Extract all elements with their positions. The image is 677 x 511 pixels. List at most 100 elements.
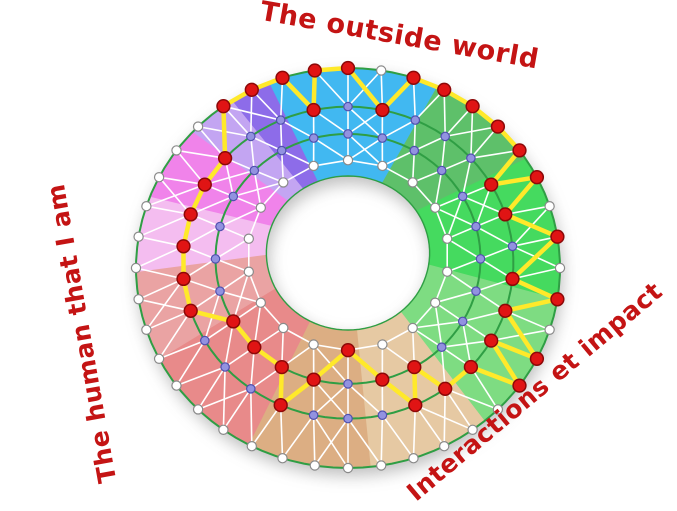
node[interactable] [376, 460, 387, 471]
node[interactable] [436, 165, 447, 176]
node[interactable] [544, 324, 555, 335]
node[interactable] [471, 221, 481, 232]
node[interactable] [246, 131, 256, 142]
node[interactable] [409, 145, 420, 156]
node[interactable] [255, 297, 266, 308]
node[interactable] [200, 335, 210, 346]
node[interactable] [141, 324, 152, 335]
node[interactable] [308, 133, 319, 143]
path-node[interactable] [498, 303, 513, 318]
node[interactable] [228, 191, 239, 202]
node[interactable] [475, 254, 486, 264]
path-node[interactable] [275, 70, 290, 85]
node[interactable] [376, 65, 387, 76]
node[interactable] [130, 262, 142, 274]
node[interactable] [308, 339, 319, 350]
node[interactable] [407, 177, 418, 188]
node[interactable] [215, 221, 225, 232]
path-node[interactable] [197, 177, 212, 192]
path-node[interactable] [550, 229, 565, 244]
node[interactable] [442, 233, 453, 244]
node[interactable] [141, 200, 152, 212]
path-node[interactable] [438, 381, 453, 396]
path-node[interactable] [407, 359, 422, 375]
path-node[interactable] [340, 343, 356, 358]
path-node[interactable] [176, 271, 191, 287]
path-node[interactable] [226, 314, 241, 329]
node[interactable] [467, 424, 478, 435]
path-node[interactable] [512, 378, 527, 393]
node[interactable] [133, 294, 144, 305]
path-node[interactable] [505, 271, 520, 287]
node[interactable] [171, 380, 182, 391]
node[interactable] [171, 145, 182, 156]
node[interactable] [153, 353, 165, 364]
node[interactable] [466, 153, 476, 163]
node[interactable] [507, 241, 518, 252]
node[interactable] [246, 383, 256, 394]
path-node[interactable] [550, 292, 565, 307]
node[interactable] [342, 462, 354, 474]
node[interactable] [275, 115, 286, 125]
node[interactable] [442, 266, 453, 277]
path-node[interactable] [183, 303, 198, 318]
path-node[interactable] [307, 63, 322, 78]
node[interactable] [377, 160, 388, 172]
path-node[interactable] [375, 102, 390, 118]
node[interactable] [308, 410, 319, 420]
node[interactable] [277, 453, 288, 464]
node[interactable] [220, 362, 230, 372]
path-node[interactable] [529, 170, 545, 185]
node[interactable] [377, 133, 388, 143]
node[interactable] [430, 297, 441, 308]
node[interactable] [440, 131, 450, 142]
node[interactable] [343, 129, 353, 139]
path-node[interactable] [406, 70, 421, 85]
path-node[interactable] [273, 397, 288, 413]
node[interactable] [544, 200, 555, 212]
path-node[interactable] [437, 82, 452, 97]
node[interactable] [249, 165, 260, 176]
node[interactable] [343, 101, 353, 112]
node[interactable] [218, 424, 229, 435]
node[interactable] [471, 286, 481, 296]
node[interactable] [133, 231, 144, 242]
path-node[interactable] [340, 60, 356, 76]
node[interactable] [153, 171, 165, 183]
node[interactable] [215, 286, 225, 296]
node[interactable] [343, 413, 353, 424]
path-node[interactable] [216, 99, 231, 114]
node[interactable] [243, 233, 254, 244]
node[interactable] [192, 121, 204, 132]
node[interactable] [243, 266, 254, 277]
node[interactable] [410, 115, 421, 125]
node[interactable] [246, 441, 257, 452]
path-node[interactable] [529, 351, 545, 366]
node[interactable] [436, 342, 447, 352]
node[interactable] [439, 441, 450, 452]
path-node[interactable] [306, 372, 321, 387]
node[interactable] [276, 145, 287, 156]
node[interactable] [492, 404, 504, 415]
path-node[interactable] [498, 207, 513, 222]
node[interactable] [343, 379, 353, 389]
path-node[interactable] [512, 143, 527, 158]
node[interactable] [430, 202, 441, 213]
node[interactable] [407, 322, 418, 334]
node[interactable] [192, 404, 204, 415]
node[interactable] [255, 202, 266, 213]
path-node[interactable] [217, 151, 233, 166]
path-node[interactable] [375, 372, 390, 387]
path-node[interactable] [484, 333, 499, 348]
path-node[interactable] [183, 207, 198, 222]
node[interactable] [457, 191, 468, 202]
node[interactable] [457, 316, 468, 327]
path-node[interactable] [274, 359, 289, 375]
node[interactable] [377, 410, 388, 420]
path-node[interactable] [306, 102, 321, 118]
node[interactable] [308, 160, 319, 172]
node[interactable] [278, 322, 289, 334]
path-node[interactable] [408, 397, 423, 413]
node[interactable] [278, 177, 289, 188]
node[interactable] [210, 254, 221, 264]
